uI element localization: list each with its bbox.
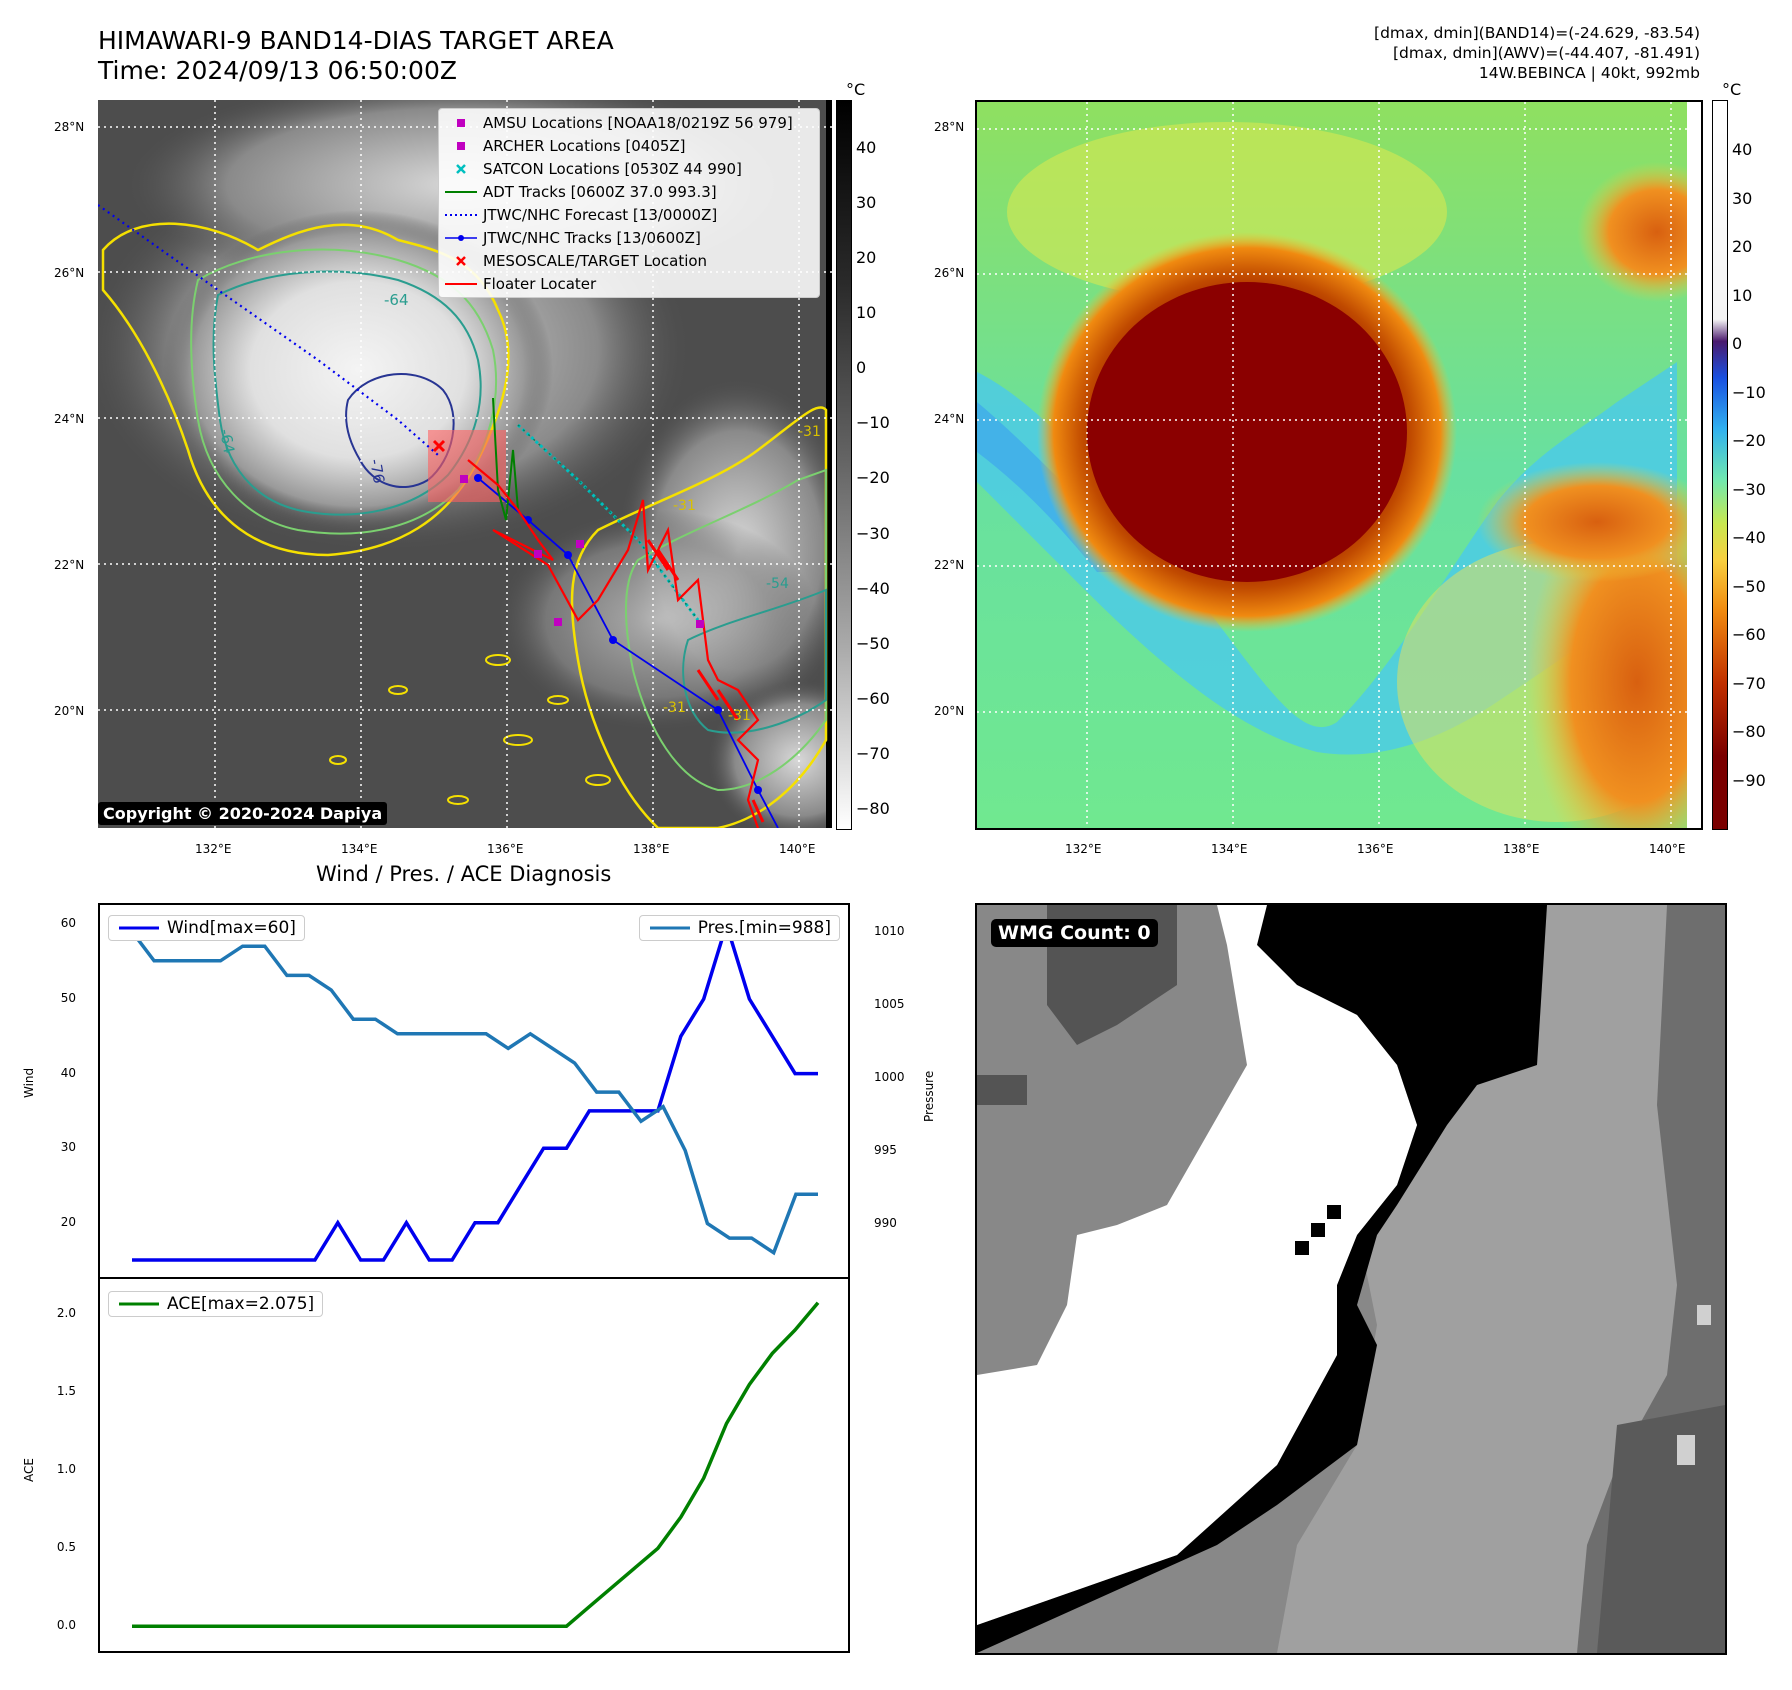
legend-item-forecast: JTWC/NHC Forecast [13/0000Z] [439,203,819,226]
axis-tick-label: 1.5 [56,1384,76,1399]
contour-label: -64 [216,428,238,455]
lat-label: 24°N [54,412,85,426]
contour-label: -31 [663,700,686,716]
lon-label: 140°E [1649,842,1686,856]
colorbar-right [1712,100,1728,830]
axis-tick-label: 30 [60,1140,76,1155]
map-legend: AMSU Locations [NOAA18/0219Z 56 979] ARC… [438,108,820,298]
lat-label: 28°N [54,120,85,134]
pressure-series-line [130,930,818,1256]
awv-range-text: [dmax, dmin](AWV)=(-44.407, -81.491) [1393,44,1700,62]
lon-label: 136°E [487,842,524,856]
legend-item-archer: ARCHER Locations [0405Z] [439,134,819,157]
colorbar-left [836,100,852,830]
chart-title: HIMAWARI-9 BAND14-DIAS TARGET AREA [98,26,614,55]
lat-label: 22°N [934,558,965,572]
axis-tick-label: 1.0 [56,1462,76,1477]
diagnosis-title: Wind / Pres. / ACE Diagnosis [316,862,612,886]
legend-item-mesoscale: MESOSCALE/TARGET Location [439,249,819,272]
ace-legend: ACE[max=2.075] [108,1291,324,1317]
wind-legend: Wind[max=60] [108,915,305,941]
colorbar-unit: °C [846,80,866,99]
ace-line-icon [119,1302,159,1306]
lat-label: 28°N [934,120,965,134]
x-marker-icon [439,255,483,267]
axis-tick-label: 990 [874,1215,897,1230]
wind-pressure-chart [130,918,818,1262]
lat-label: 20°N [54,704,85,718]
lat-label: 26°N [54,266,85,280]
ir-map-panel: -64 -64 -76 -31 -31 -54 -31 -31 AMSU Loc… [88,75,888,840]
lat-label: 24°N [934,412,965,426]
lon-label: 136°E [1357,842,1394,856]
wind-line-icon [119,926,159,930]
axis-tick-label: 1010 [874,923,905,938]
chart-time: Time: 2024/09/13 06:50:00Z [98,56,457,85]
lat-label: 26°N [934,266,965,280]
ace-chart [132,1301,820,1628]
wmg-count-badge: WMG Count: 0 [991,919,1158,947]
axis-tick-label: 40 [60,1065,76,1080]
lon-label: 134°E [341,842,378,856]
lon-label: 140°E [779,842,816,856]
x-marker-icon [439,163,483,175]
wind-axis-label: Wind [22,1067,36,1098]
contour-label: -31 [728,708,751,724]
axis-tick-label: 50 [60,991,76,1006]
line-dot-icon [439,233,483,243]
colorbar-right-ticks: 40 30 20 10 0 −10 −20 −30 −40 −50 −60 −7… [1732,140,1766,790]
axis-tick-label: 2.0 [56,1306,76,1321]
axis-tick-label: 1005 [874,996,905,1011]
legend-item-satcon: SATCON Locations [0530Z 44 990] [439,157,819,180]
contour-label: -54 [766,576,789,592]
pressure-legend: Pres.[min=988] [638,915,840,941]
ace-series-line [132,1301,820,1628]
contour-label: -31 [673,498,696,514]
axis-tick-label: 995 [874,1142,897,1157]
contour-label: -64 [384,291,409,309]
lon-label: 138°E [633,842,670,856]
awv-map-panel [975,100,1747,882]
axis-tick-label: 0.0 [56,1618,76,1633]
pressure-line-icon [649,926,690,930]
copyright-badge: Copyright © 2020-2024 Dapiya [98,802,388,825]
wmg-panel: WMG Count: 0 [975,903,1727,1655]
axis-tick-label: 0.5 [56,1540,76,1555]
lat-label: 20°N [934,704,965,718]
wind-pressure-plot: Wind[max=60] Pres.[min=988] [98,903,850,1279]
line-marker-icon [439,279,483,289]
pressure-axis-label: Pressure [922,1070,936,1122]
legend-item-adt: ADT Tracks [0600Z 37.0 993.3] [439,180,819,203]
colorbar-left-ticks: 40 30 20 10 0 −10 −20 −30 −40 −50 −60 −7… [856,138,890,818]
contour-label: -76 [366,458,388,485]
band14-range-text: [dmax, dmin](BAND14)=(-24.629, -83.54) [1374,24,1700,42]
legend-item-tracks: JTWC/NHC Tracks [13/0600Z] [439,226,819,249]
lon-label: 132°E [195,842,232,856]
dotted-line-icon [439,210,483,220]
lon-label: 132°E [1065,842,1102,856]
wind-series-line [132,918,818,1262]
lon-label: 138°E [1503,842,1540,856]
storm-info-text: 14W.BEBINCA | 40kt, 992mb [1478,64,1700,82]
wmg-image [977,905,1725,1653]
legend-item-floater: Floater Locater [439,272,819,295]
axis-tick-label: 60 [60,916,76,931]
ace-plot: ACE[max=2.075] [98,1277,850,1653]
awv-map-image [977,102,1747,882]
legend-item-amsu: AMSU Locations [NOAA18/0219Z 56 979] [439,111,819,134]
contour-label: -31 [798,424,821,440]
lat-label: 22°N [54,558,85,572]
square-marker-icon [439,117,483,129]
axis-tick-label: 1000 [874,1069,905,1084]
lon-label: 134°E [1211,842,1248,856]
colorbar-unit: °C [1722,80,1742,99]
axis-tick-label: 20 [60,1214,76,1229]
ace-axis-label: ACE [22,1458,36,1482]
line-marker-icon [439,187,483,197]
square-marker-icon [439,140,483,152]
